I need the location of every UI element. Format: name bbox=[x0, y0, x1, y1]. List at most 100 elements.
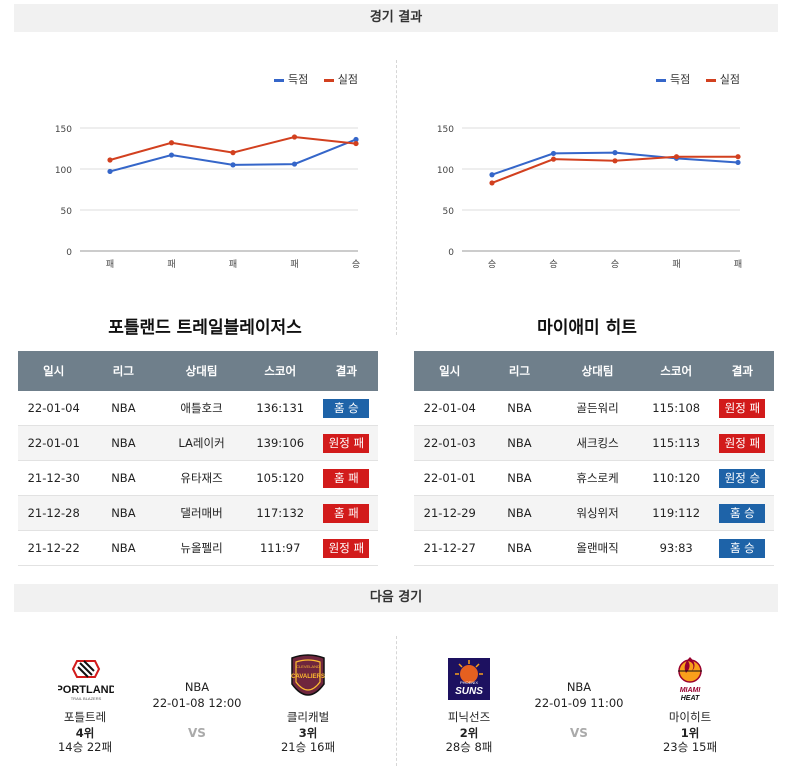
opponent-cell: 새크킹스 bbox=[553, 425, 642, 461]
result-cell: 원정 승 bbox=[710, 460, 774, 496]
team-title-miami: 마이애미 히트 bbox=[537, 318, 637, 338]
x-tick-label: 승 bbox=[488, 259, 496, 270]
score-cell: 93:83 bbox=[641, 530, 711, 566]
chart-legend-1: 득점 실점 bbox=[262, 71, 358, 87]
result-cell: 원정 패 bbox=[710, 391, 774, 426]
x-tick-label: 승 bbox=[611, 259, 619, 270]
table-row[interactable]: 21-12-29 NBA 워싱위저 119:112 홈 승 bbox=[414, 495, 774, 531]
next2-home-rank: 2위 bbox=[459, 726, 479, 740]
next-divider bbox=[396, 636, 397, 766]
result-badge: 홈 승 bbox=[719, 503, 766, 523]
league-cell: NBA bbox=[89, 530, 158, 566]
next1-home-name[interactable]: 포틀트레 bbox=[63, 710, 107, 724]
opponent-cell: 애틀호크 bbox=[157, 391, 246, 426]
data-point bbox=[673, 154, 680, 160]
results-section-title: 경기 결과 bbox=[14, 4, 778, 32]
date-cell: 21-12-22 bbox=[18, 530, 90, 566]
data-point bbox=[612, 158, 618, 164]
col-league: 리그 bbox=[89, 351, 158, 391]
scored-swatch bbox=[656, 78, 666, 82]
next1-vs: VS bbox=[188, 726, 206, 740]
league-cell: NBA bbox=[485, 425, 554, 461]
next2-datetime: 22-01-09 11:00 bbox=[534, 696, 624, 710]
next1-away-rank: 3위 bbox=[298, 726, 318, 740]
x-tick-label: 승 bbox=[549, 259, 557, 270]
y-tick-label: 100 bbox=[55, 166, 72, 176]
portland-logo-icon: PORTLAND TRAIL BLAZERS bbox=[58, 660, 114, 701]
score-cell: 111:97 bbox=[245, 530, 315, 566]
data-point bbox=[353, 136, 359, 143]
x-tick-label: 패 bbox=[672, 259, 680, 270]
date-cell: 21-12-30 bbox=[18, 460, 90, 496]
data-point bbox=[168, 140, 175, 146]
table-row[interactable]: 22-01-01 NBA 휴스로케 110:120 원정 승 bbox=[414, 460, 774, 496]
table-row[interactable]: 22-01-04 NBA 골든워리 115:108 원정 패 bbox=[414, 391, 774, 426]
result-badge: 홈 승 bbox=[323, 398, 370, 418]
x-tick-label: 패 bbox=[290, 259, 298, 270]
y-tick-label: 50 bbox=[443, 207, 455, 217]
table-row[interactable]: 21-12-30 NBA 유타재즈 105:120 홈 패 bbox=[18, 460, 378, 496]
portland-logo-text: PORTLAND bbox=[58, 684, 114, 696]
league-cell: NBA bbox=[485, 460, 554, 496]
data-point bbox=[489, 172, 495, 178]
x-tick-label: 패 bbox=[734, 259, 742, 270]
next1-away-name[interactable]: 클리캐벌 bbox=[286, 710, 330, 724]
data-point bbox=[230, 150, 236, 156]
league-cell: NBA bbox=[485, 391, 554, 426]
data-point bbox=[353, 140, 359, 147]
result-cell: 홈 패 bbox=[314, 460, 378, 496]
x-tick-label: 승 bbox=[352, 259, 360, 270]
team-title-portland: 포틀랜드 트레일블레이저스 bbox=[108, 318, 302, 338]
col-league: 리그 bbox=[485, 351, 554, 391]
table-row[interactable]: 21-12-27 NBA 올랜매직 93:83 홈 승 bbox=[414, 530, 774, 566]
x-tick-label: 패 bbox=[229, 259, 237, 270]
league-cell: NBA bbox=[89, 495, 158, 531]
result-badge: 원정 패 bbox=[323, 433, 370, 453]
portland-logo-sub: TRAIL BLAZERS bbox=[71, 696, 102, 701]
legend-scored: 득점 bbox=[288, 73, 309, 86]
result-badge: 원정 패 bbox=[719, 433, 766, 453]
suns-logo-icon: SUNS PHOENIX bbox=[448, 658, 490, 700]
y-tick-label: 100 bbox=[437, 166, 454, 176]
legend-scored: 득점 bbox=[670, 73, 691, 86]
suns-logo-sub: PHOENIX bbox=[460, 680, 478, 685]
cavaliers-logo-text: CAVALIERS bbox=[291, 674, 325, 680]
table-row[interactable]: 22-01-04 NBA 애틀호크 136:131 홈 승 bbox=[18, 391, 378, 426]
y-tick-label: 150 bbox=[55, 125, 72, 135]
table-row[interactable]: 21-12-28 NBA 댈러매버 117:132 홈 패 bbox=[18, 495, 378, 531]
next2-league: NBA bbox=[566, 680, 592, 694]
league-cell: NBA bbox=[89, 391, 158, 426]
opponent-cell: LA레이커 bbox=[157, 425, 246, 461]
data-point bbox=[291, 134, 298, 140]
table-row[interactable]: 22-01-01 NBA LA레이커 139:106 원정 패 bbox=[18, 425, 378, 461]
next1-home-rank: 4위 bbox=[75, 726, 95, 740]
miami-results-table: 일시 리그 상대팀 스코어 결과 22-01-04 NBA 골든워리 115:108 원… bbox=[414, 351, 774, 566]
data-point bbox=[550, 156, 557, 162]
portland-results-table: 일시 리그 상대팀 스코어 결과 22-01-04 NBA 애틀호크 136:131 홈… bbox=[18, 351, 378, 566]
data-point bbox=[612, 150, 618, 156]
result-badge: 홈 패 bbox=[323, 503, 370, 523]
score-cell: 117:132 bbox=[245, 495, 315, 531]
table-row[interactable]: 22-01-03 NBA 새크킹스 115:113 원정 패 bbox=[414, 425, 774, 461]
allowed-swatch bbox=[323, 78, 334, 82]
next2-away-record: 23승 15패 bbox=[662, 740, 718, 754]
date-cell: 21-12-27 bbox=[414, 530, 486, 566]
next2-away-name[interactable]: 마이히트 bbox=[668, 710, 712, 724]
result-badge: 원정 패 bbox=[719, 398, 766, 418]
col-opponent: 상대팀 bbox=[553, 351, 642, 391]
heat-logo-icon: MIAMI HEAT bbox=[678, 657, 702, 702]
data-point bbox=[230, 162, 236, 168]
data-point bbox=[291, 161, 298, 167]
opponent-cell: 골든워리 bbox=[553, 391, 642, 426]
next2-home-name[interactable]: 피닉선즈 bbox=[447, 710, 491, 724]
data-point bbox=[107, 157, 113, 163]
data-point bbox=[735, 159, 741, 166]
result-cell: 원정 패 bbox=[314, 425, 378, 461]
result-badge: 홈 패 bbox=[323, 468, 370, 488]
data-point bbox=[550, 150, 557, 157]
opponent-cell: 올랜매직 bbox=[553, 530, 642, 566]
cavaliers-logo-sub: CLEVELAND bbox=[296, 664, 320, 669]
date-cell: 22-01-04 bbox=[414, 391, 486, 426]
table-row[interactable]: 21-12-22 NBA 뉴올펠리 111:97 원정 패 bbox=[18, 530, 378, 566]
miami-score-chart: 0 50 100 150 승 승 승 패 패 bbox=[437, 125, 742, 270]
